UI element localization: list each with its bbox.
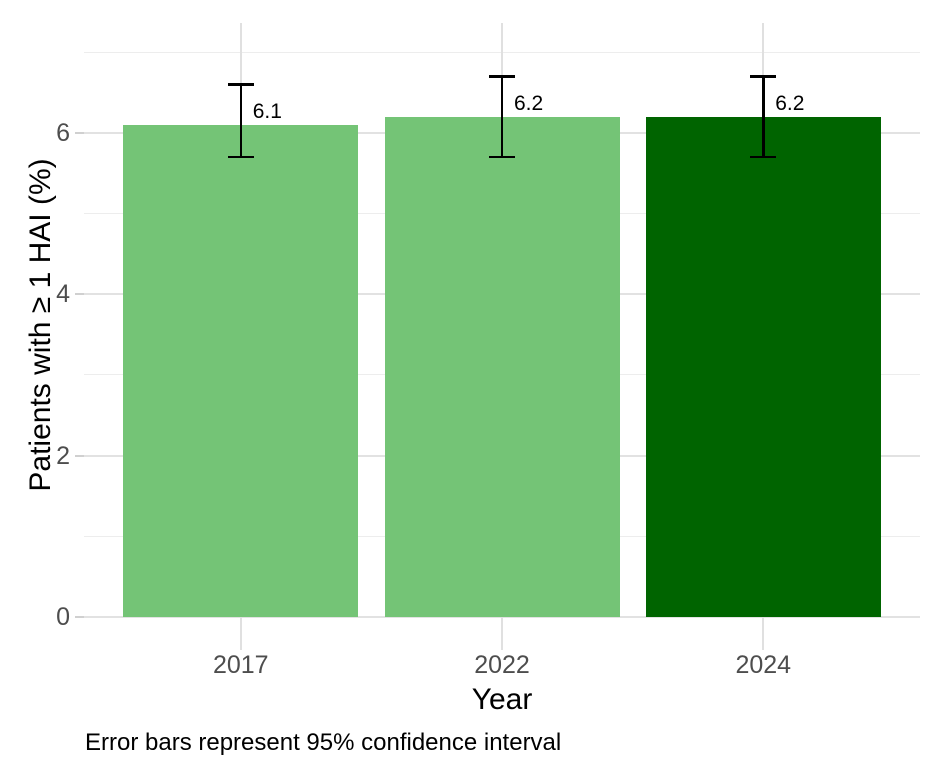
bar-2022 [384,116,620,617]
bar-2017 [123,124,359,617]
error-bar-cap-top [227,83,254,86]
bar-value-label: 6.2 [775,91,805,115]
y-tick-label: 0 [56,603,70,631]
y-tick-label: 2 [56,441,70,470]
error-bar-cap-top [489,75,515,78]
error-bar-cap-bottom [489,155,515,159]
y-tick-mark [75,454,84,457]
y-tick-label: 6 [56,118,70,147]
bar-value-label: 6.1 [252,99,282,123]
x-tick-label-2017: 2017 [212,651,269,679]
error-bar-cap-bottom [227,155,254,159]
bar-value-label: 6.2 [514,91,544,115]
x-tick-label-2024: 2024 [735,651,792,679]
error-bar-cap-bottom [750,155,777,159]
y-axis-title: Patients with ≥ 1 HAI (%) [24,158,57,492]
error-bar-line [239,84,242,157]
error-bar-line [762,76,765,157]
y-tick-label: 4 [56,280,70,309]
y-tick-mark [75,131,84,134]
chart-caption: Error bars represent 95% confidence inte… [85,729,562,756]
error-bar-line [500,76,504,157]
bar-2024 [645,116,881,617]
y-tick-mark [75,616,84,618]
error-bar-cap-top [750,75,777,78]
x-axis-title: Year [471,683,533,716]
x-tick-label-2022: 2022 [474,651,530,679]
y-tick-mark [75,293,84,296]
